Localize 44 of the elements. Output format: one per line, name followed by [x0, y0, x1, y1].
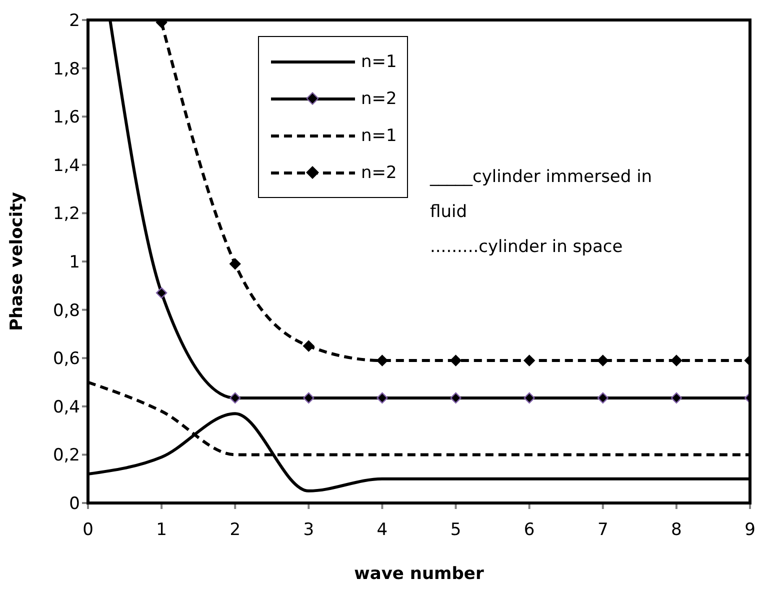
point [303, 392, 314, 404]
x-tick-label: 7 [597, 520, 608, 540]
point [524, 354, 535, 366]
y-tick-label: 1 [69, 252, 80, 273]
y-tick-label: 1,8 [52, 59, 80, 80]
x-tick-label: 4 [376, 520, 388, 540]
annotation: .........cylinder in space [430, 236, 624, 259]
y-tick-label: 2 [69, 11, 80, 32]
point [597, 392, 608, 404]
point [156, 287, 168, 298]
x-tick-label: 0 [82, 520, 94, 540]
y-tick-label: 0,2 [52, 446, 80, 466]
point [376, 392, 388, 404]
point [450, 392, 462, 404]
point [376, 354, 388, 366]
y-tick-label: 1,2 [52, 204, 80, 224]
x-tick-label: 5 [450, 520, 462, 540]
point [230, 392, 241, 404]
point [597, 354, 608, 366]
legend-label: n=2 [361, 162, 397, 182]
x-tick-label: 6 [524, 520, 535, 540]
y-tick-label: 0,4 [52, 397, 80, 418]
x-tick-label: 1 [156, 520, 167, 540]
annotation: _____cylinder immersed in fluid [430, 166, 654, 224]
point [670, 392, 682, 404]
y-tick-label: 0 [69, 494, 80, 514]
point [524, 392, 535, 404]
y-tick-label: 1,6 [52, 108, 80, 128]
point [303, 340, 314, 352]
legend-label: n=2 [361, 88, 397, 108]
x-tick-label: 2 [230, 520, 241, 540]
y-tick-label: 1,4 [52, 156, 80, 176]
point [670, 354, 682, 366]
x-tick-label: 9 [744, 520, 756, 540]
x-tick-label: 3 [303, 520, 314, 540]
point [450, 354, 462, 366]
x-tick-label: 8 [671, 520, 682, 540]
point [230, 258, 241, 270]
legend-label: n=1 [361, 126, 397, 146]
legend-label: n=1 [361, 52, 397, 72]
y-axis-title: Phase velocity [7, 192, 28, 331]
y-tick-label: 0,8 [52, 300, 80, 321]
x-axis-title: wave number [354, 564, 484, 584]
y-tick-label: 0,6 [52, 349, 80, 370]
